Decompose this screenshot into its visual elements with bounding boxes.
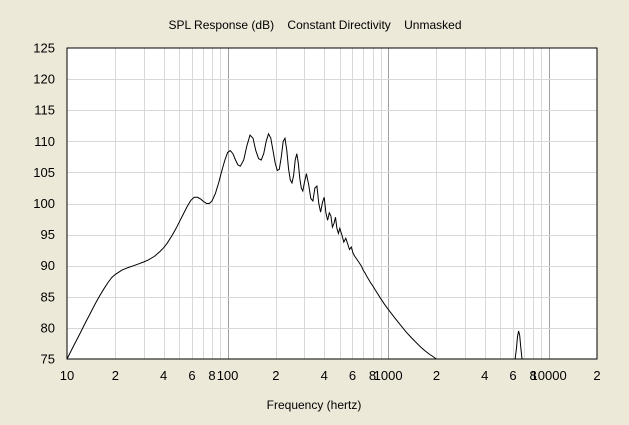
plot-area [67,48,597,359]
y-tick-label: 105 [33,165,55,180]
x-axis-label: Frequency (hertz) [267,398,362,412]
y-tick-label: 85 [41,289,55,304]
grid [67,48,597,359]
chart-title: SPL Response (dB) Constant Directivity U… [168,18,461,32]
y-tick-label: 125 [33,41,55,56]
x-tick-label: 10 [60,368,74,383]
x-tick-label: 6 [349,368,356,383]
x-tick-label: 6 [188,368,195,383]
spl-series-line-1 [67,132,438,359]
x-tick-label: 2 [272,368,279,383]
x-tick-label: 100 [217,368,239,383]
x-tick-label: 4 [321,368,328,383]
plot-border [66,47,598,360]
x-tick-label: 10000 [531,368,567,383]
y-tick-label: 120 [33,72,55,87]
x-tick-label: 4 [481,368,488,383]
x-tick-label: 1000 [374,368,403,383]
x-tick-label: 6 [509,368,516,383]
x-tick-label: 2 [433,368,440,383]
y-tick-label: 100 [33,196,55,211]
y-tick-label: 80 [41,320,55,335]
x-tick-label: 2 [112,368,119,383]
y-tick-label: 95 [41,227,55,242]
spl-series-line-2 [514,330,523,359]
y-tick-label: 90 [41,258,55,273]
x-tick-label: 4 [160,368,167,383]
y-tick-label: 110 [34,134,55,149]
x-tick-label: 8 [208,368,215,383]
x-tick-label: 8 [369,368,376,383]
y-axis-ticks: 75 80 85 90 95 100 105 110 115 120 125 [33,41,55,367]
curves [67,132,523,359]
y-tick-label: 75 [41,352,55,367]
x-tick-label: 8 [529,368,536,383]
x-tick-label: 2 [593,368,600,383]
y-tick-label: 115 [34,103,55,118]
